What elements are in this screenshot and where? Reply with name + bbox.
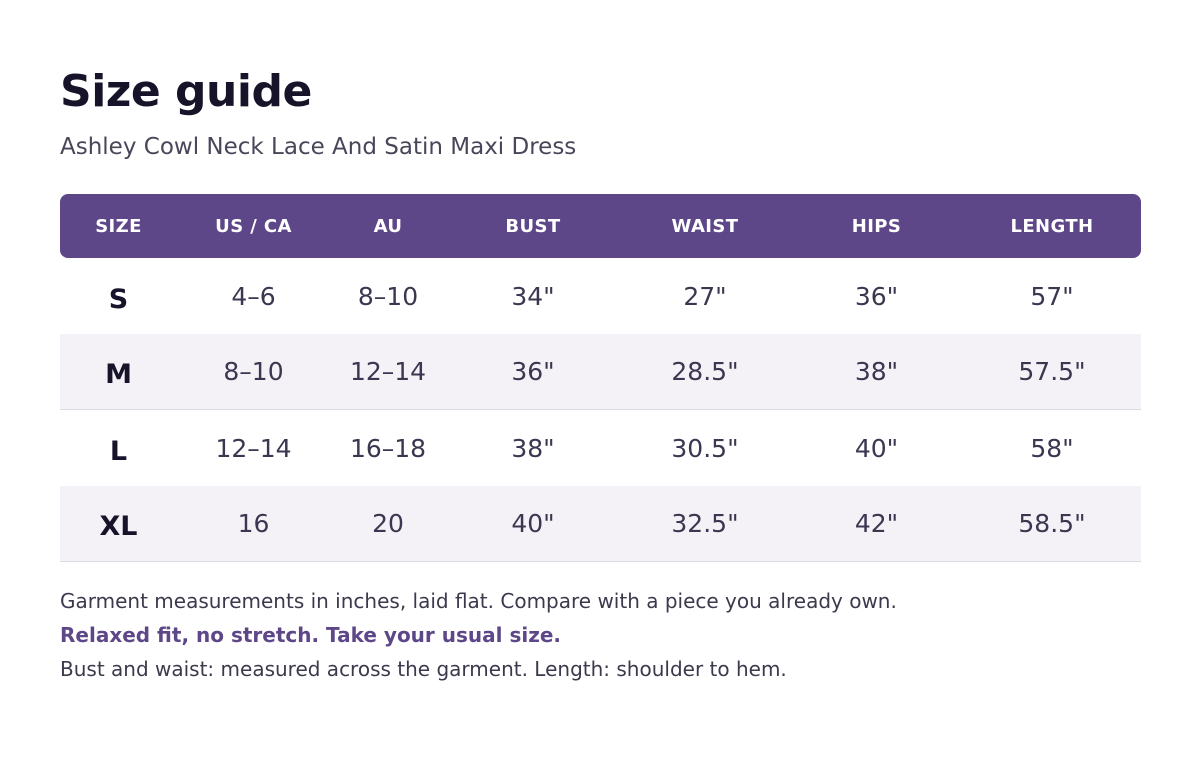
measurement-method-note: Bust and waist: measured across the garm… xyxy=(60,657,787,681)
bust-cell: 38" xyxy=(511,433,555,463)
hips-cell: 42" xyxy=(854,509,899,538)
au-cell: 12–14 xyxy=(349,357,427,386)
header-au: AU xyxy=(373,215,403,237)
waist-cell: 32.5" xyxy=(671,509,739,538)
au-cell: 8–10 xyxy=(357,281,419,311)
table-row: M 8–10 12–14 36" 28.5" 38" 57.5" xyxy=(60,334,1141,410)
waist-cell: 30.5" xyxy=(671,433,739,463)
length-cell: 58" xyxy=(1030,433,1074,463)
size-cell: L xyxy=(109,435,128,467)
au-cell: 20 xyxy=(372,509,404,538)
table-row: XL 16 20 40" 32.5" 42" 58.5" xyxy=(60,486,1141,562)
size-cell: XL xyxy=(99,511,138,542)
hips-cell: 38" xyxy=(854,357,899,386)
size-cell: S xyxy=(108,283,129,315)
bust-cell: 36" xyxy=(511,357,555,386)
page-title: Size guide xyxy=(60,66,312,117)
header-waist: WAIST xyxy=(671,215,739,237)
fit-notes: Garment measurements in inches, laid fla… xyxy=(60,584,1140,686)
header-size: SIZE xyxy=(95,215,142,237)
size-table: SIZE US / CA AU BUST WAIST HIPS LENGTH S… xyxy=(60,194,1141,562)
table-header: SIZE US / CA AU BUST WAIST HIPS LENGTH xyxy=(60,194,1141,258)
length-cell: 57.5" xyxy=(1018,357,1086,386)
waist-cell: 28.5" xyxy=(671,357,739,386)
length-cell: 57" xyxy=(1030,281,1074,311)
header-hips: HIPS xyxy=(851,215,902,237)
bust-cell: 40" xyxy=(511,509,555,538)
au-cell: 16–18 xyxy=(349,433,427,463)
table-row: S 4–6 8–10 34" 27" 36" 57" xyxy=(60,258,1141,334)
header-bust: BUST xyxy=(505,215,561,237)
us-ca-cell: 4–6 xyxy=(231,281,276,311)
header-us-ca: US / CA xyxy=(215,215,292,237)
hips-cell: 36" xyxy=(854,281,899,311)
size-cell: M xyxy=(105,359,132,390)
product-name: Ashley Cowl Neck Lace And Satin Maxi Dre… xyxy=(60,134,577,160)
length-cell: 58.5" xyxy=(1018,509,1086,538)
waist-cell: 27" xyxy=(683,281,727,311)
us-ca-cell: 12–14 xyxy=(215,433,292,463)
header-length: LENGTH xyxy=(1010,215,1094,237)
us-ca-cell: 8–10 xyxy=(223,357,284,386)
hips-cell: 40" xyxy=(854,433,899,463)
fit-advice: Relaxed fit, no stretch. Take your usual… xyxy=(60,623,562,647)
us-ca-cell: 16 xyxy=(237,509,270,538)
table-row: L 12–14 16–18 38" 30.5" 40" 58" xyxy=(60,410,1141,486)
measurement-note: Garment measurements in inches, laid fla… xyxy=(60,589,897,613)
bust-cell: 34" xyxy=(511,281,555,311)
